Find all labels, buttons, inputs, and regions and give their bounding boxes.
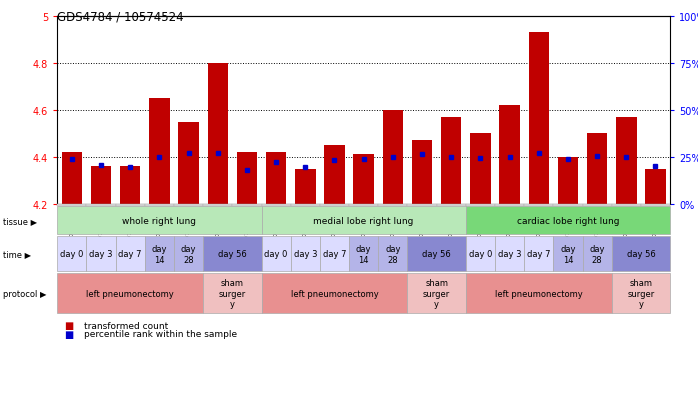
Bar xyxy=(91,167,111,204)
Bar xyxy=(149,99,170,204)
Bar xyxy=(207,64,228,204)
Text: protocol ▶: protocol ▶ xyxy=(3,289,46,298)
Text: day 56: day 56 xyxy=(627,250,655,259)
Bar xyxy=(616,118,637,204)
Text: day 56: day 56 xyxy=(218,250,246,259)
Text: medial lobe right lung: medial lobe right lung xyxy=(313,216,414,225)
Bar xyxy=(179,122,199,204)
Text: day 0: day 0 xyxy=(468,250,492,259)
Text: day
14: day 14 xyxy=(151,244,167,264)
Text: sham
surger
y: sham surger y xyxy=(218,279,246,308)
Text: left pneumonectomy: left pneumonectomy xyxy=(290,289,378,298)
Bar xyxy=(470,134,491,204)
Text: sham
surger
y: sham surger y xyxy=(423,279,450,308)
Bar xyxy=(325,146,345,204)
Text: day 0: day 0 xyxy=(60,250,84,259)
Text: whole right lung: whole right lung xyxy=(122,216,196,225)
Text: day
14: day 14 xyxy=(356,244,371,264)
Bar xyxy=(295,169,315,204)
Text: transformed count: transformed count xyxy=(84,321,168,330)
Bar xyxy=(499,106,520,204)
Text: day 56: day 56 xyxy=(422,250,451,259)
Text: day 7: day 7 xyxy=(322,250,346,259)
Text: day 3: day 3 xyxy=(89,250,113,259)
Bar xyxy=(237,153,257,204)
Text: ■: ■ xyxy=(64,320,73,330)
Text: tissue ▶: tissue ▶ xyxy=(3,216,37,225)
Text: sham
surger
y: sham surger y xyxy=(628,279,655,308)
Bar xyxy=(120,167,140,204)
Text: day 3: day 3 xyxy=(498,250,521,259)
Text: day 3: day 3 xyxy=(294,250,317,259)
Text: ■: ■ xyxy=(64,329,73,339)
Text: day
28: day 28 xyxy=(181,244,196,264)
Bar xyxy=(645,169,666,204)
Text: day 7: day 7 xyxy=(119,250,142,259)
Bar xyxy=(441,118,461,204)
Text: day
28: day 28 xyxy=(385,244,401,264)
Bar xyxy=(412,141,432,204)
Bar xyxy=(353,155,374,204)
Text: cardiac lobe right lung: cardiac lobe right lung xyxy=(517,216,619,225)
Bar xyxy=(558,157,578,204)
Bar xyxy=(587,134,607,204)
Text: day 7: day 7 xyxy=(527,250,551,259)
Text: left pneumonectomy: left pneumonectomy xyxy=(87,289,174,298)
Bar xyxy=(383,111,403,204)
Text: GDS4784 / 10574524: GDS4784 / 10574524 xyxy=(57,10,184,23)
Bar xyxy=(528,33,549,204)
Text: day
28: day 28 xyxy=(589,244,605,264)
Bar xyxy=(61,153,82,204)
Text: time ▶: time ▶ xyxy=(3,250,31,259)
Text: day 0: day 0 xyxy=(265,250,288,259)
Text: percentile rank within the sample: percentile rank within the sample xyxy=(84,329,237,338)
Bar xyxy=(266,153,286,204)
Text: left pneumonectomy: left pneumonectomy xyxy=(495,289,583,298)
Text: day
14: day 14 xyxy=(560,244,576,264)
